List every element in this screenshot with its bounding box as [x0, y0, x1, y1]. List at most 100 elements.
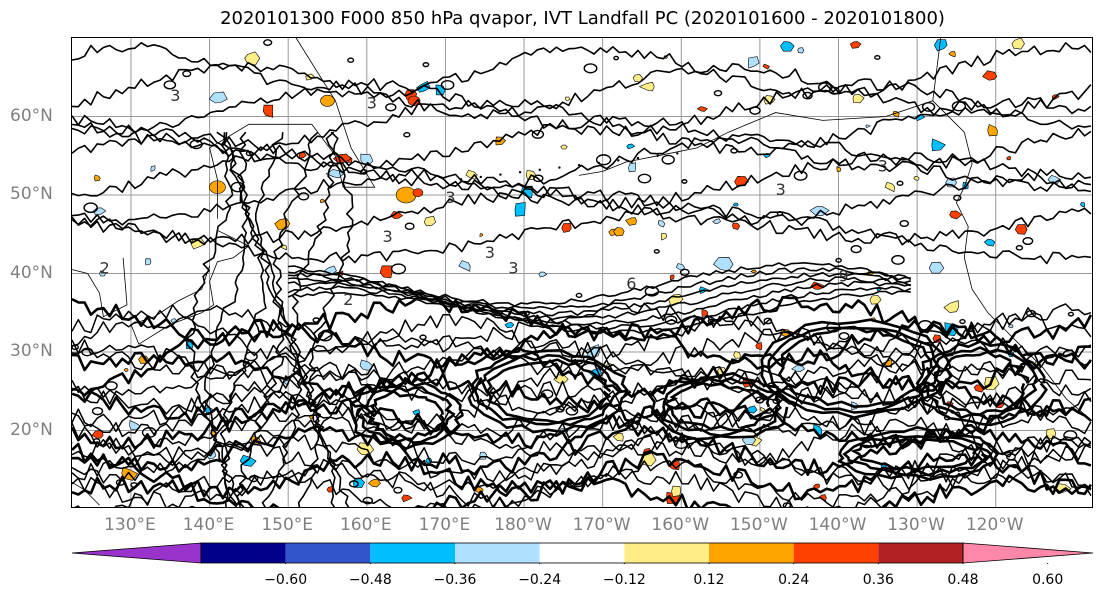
island [538, 168, 541, 172]
contour-label: 3 [508, 259, 518, 278]
qvapor-patch [948, 51, 956, 58]
ivt-contour [850, 244, 862, 254]
ivt-contour [72, 61, 1092, 120]
qvapor-patch [379, 265, 393, 279]
colorbar-segment [201, 543, 286, 563]
ivt-contour [182, 70, 192, 78]
longitude-label: 180°W [494, 515, 552, 535]
contour-label: 3 [776, 180, 786, 199]
ivt-contour [953, 194, 962, 202]
qvapor-patch [367, 478, 381, 488]
ivt-contour [317, 330, 333, 342]
qvapor-patch [712, 256, 734, 272]
qvapor-patch [514, 202, 526, 217]
ivt-contours [72, 39, 1092, 507]
ivt-contour [679, 268, 690, 276]
ivt-contour [763, 317, 773, 325]
ivt-contour [861, 440, 872, 449]
qvapor-patch [671, 485, 681, 497]
longitude-label: 120°W [965, 515, 1024, 535]
contour-label: 3 [383, 227, 393, 246]
ivt-contour [817, 82, 832, 93]
qvapor-patch [150, 165, 156, 172]
colorbar-tick-label: 0.36 [862, 572, 894, 588]
qvapor-patch [849, 41, 862, 49]
qvapor-patch [244, 51, 261, 66]
ivt-contour [72, 474, 1092, 507]
ivt-contour [485, 358, 612, 424]
qvapor-fill-patches [91, 38, 1086, 504]
colorbar-tick-label: −0.24 [518, 572, 562, 588]
ivt-contour [760, 318, 953, 419]
ivt-contour [287, 290, 911, 335]
ivt-contour [613, 55, 620, 61]
contour-label: 3 [485, 243, 495, 262]
latitude-label: 30°N [10, 341, 53, 361]
contour-label: 9 [839, 266, 849, 285]
qvapor-patch [123, 367, 129, 372]
qvapor-patch [628, 162, 637, 173]
ivt-contour [555, 405, 565, 413]
ivt-contour [473, 353, 623, 427]
qvapor-patch [675, 263, 685, 271]
qvapor-patch [638, 81, 655, 92]
ivt-contour [390, 263, 407, 275]
ivt-contour [230, 181, 246, 193]
qvapor-patch [983, 238, 996, 247]
ivt-contour [565, 406, 579, 416]
ivt-contour [72, 397, 1092, 450]
coastline [209, 38, 376, 219]
colorbar-extend-min [71, 542, 202, 564]
contour-label: 2 [343, 290, 353, 309]
ivt-contour [104, 381, 118, 391]
ivt-contour [802, 91, 813, 100]
qvapor-patch [696, 106, 708, 112]
ivt-contour [141, 427, 157, 438]
ivt-contour [72, 380, 1092, 433]
qvapor-patch [982, 70, 998, 81]
ivt-contour [540, 389, 554, 399]
qvapor-patch [660, 233, 668, 241]
ivt-contour [874, 54, 881, 60]
qvapor-patch [274, 217, 291, 230]
qvapor-patch [465, 169, 478, 180]
qvapor-patch [797, 47, 805, 54]
qvapor-patch [657, 220, 666, 228]
colorbar-segment [878, 543, 963, 563]
ivt-contour [298, 192, 310, 201]
ivt-contour [244, 351, 258, 362]
ivt-contour [72, 295, 1092, 347]
ivt-contour [1026, 309, 1037, 318]
ivt-contour [661, 154, 675, 165]
qvapor-patch [390, 211, 404, 220]
ivt-contour [72, 114, 1092, 174]
ivt-contour [72, 458, 1092, 507]
ivt-contour [362, 389, 445, 441]
ivt-contour [81, 347, 94, 357]
qvapor-patch [458, 260, 471, 272]
qvapor-patch [1011, 38, 1025, 50]
ivt-contour [922, 346, 1039, 422]
colorbar-segment [285, 543, 371, 563]
colorbar-tick-label: 0.12 [693, 572, 725, 588]
ivt-contour [707, 318, 715, 324]
ivt-contour [288, 267, 911, 311]
ivt-contour [72, 449, 1092, 502]
ivt-contour [189, 139, 203, 150]
ivt-contour [1063, 430, 1078, 441]
ivt-contour [248, 475, 259, 483]
qvapor-patch [763, 95, 776, 105]
island [656, 154, 659, 157]
ivt-contour [163, 80, 177, 90]
qvapor-patch [565, 96, 571, 101]
island [479, 175, 482, 179]
colorbar-tick-label: 0.48 [947, 572, 979, 588]
ivt-contour [74, 468, 1091, 507]
ivt-contour [467, 348, 632, 434]
longitude-label: 150°E [261, 515, 314, 535]
ivt-contour [681, 179, 688, 184]
qvapor-patch [852, 94, 865, 104]
coastline [579, 38, 942, 176]
